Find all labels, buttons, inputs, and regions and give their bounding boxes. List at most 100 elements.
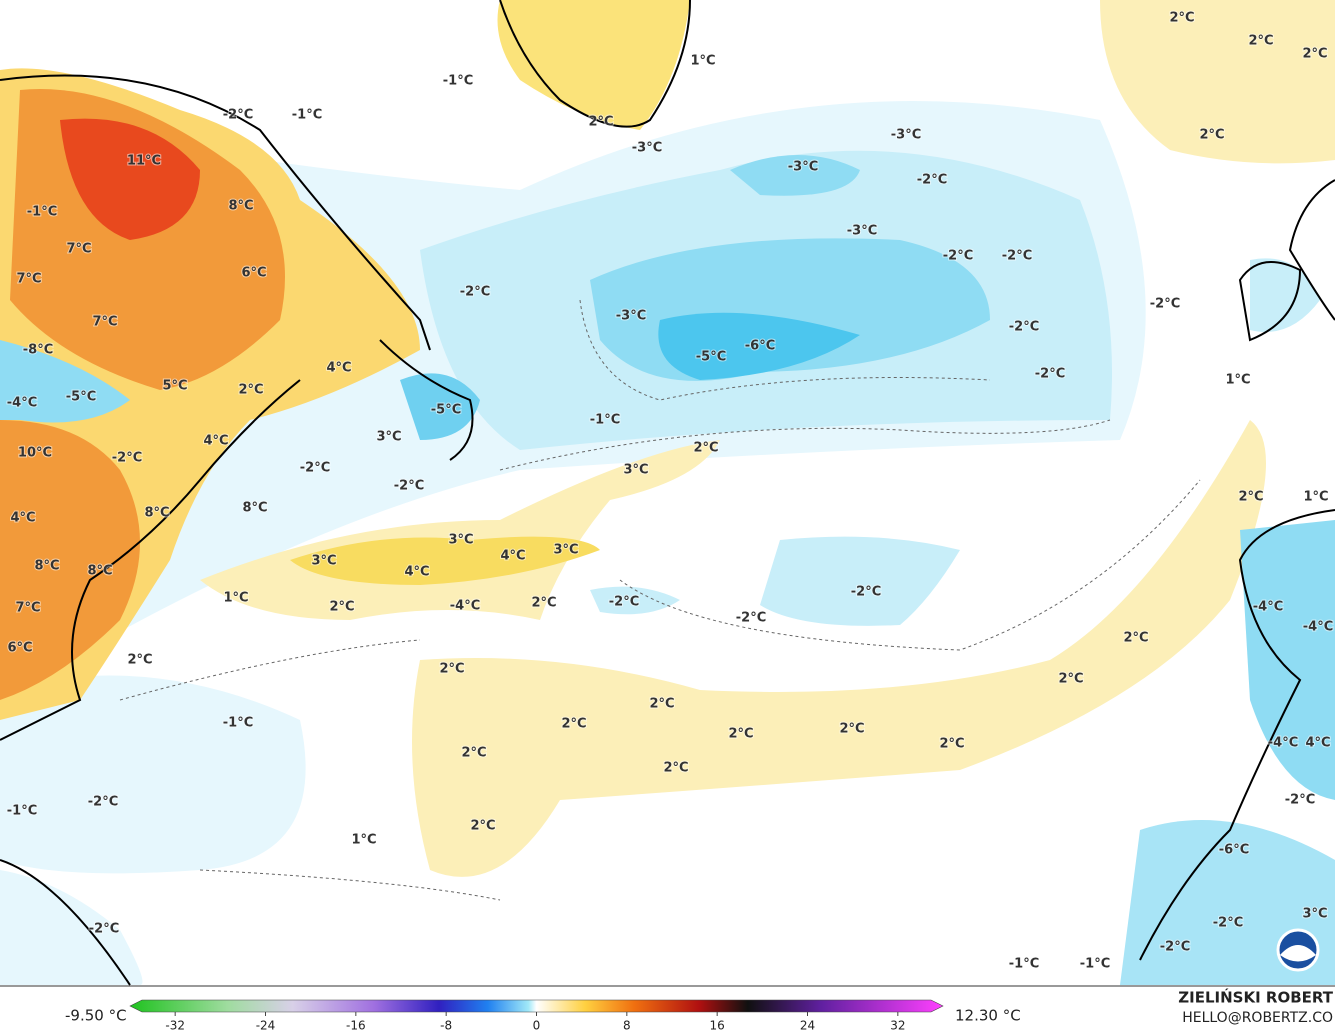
temperature-label: 2°C <box>1248 34 1273 49</box>
pale-region <box>0 870 143 985</box>
temperature-label: -1°C <box>223 716 253 731</box>
temperature-label: -2°C <box>394 479 424 494</box>
temperature-label: -1°C <box>27 205 57 220</box>
credit-contact: HELLO@ROBERTZ.CO <box>1182 1010 1333 1026</box>
temperature-label: 1°C <box>1303 490 1328 505</box>
warm-region <box>1100 0 1335 164</box>
temperature-label: 7°C <box>15 601 40 616</box>
temperature-label: 5°C <box>162 379 187 394</box>
temperature-label: -2°C <box>736 611 766 626</box>
temperature-label: 1°C <box>351 833 376 848</box>
temperature-label: -3°C <box>616 309 646 324</box>
temperature-label: 3°C <box>448 533 473 548</box>
temperature-label: -2°C <box>223 108 253 123</box>
temperature-label: 4°C <box>203 434 228 449</box>
temperature-label: 2°C <box>693 441 718 456</box>
temperature-label: 7°C <box>66 242 91 257</box>
temperature-label: -2°C <box>1213 916 1243 931</box>
temperature-label: 1°C <box>1225 373 1250 388</box>
colorbar-tick-label: 0 <box>533 1019 541 1033</box>
temperature-label: -5°C <box>66 390 96 405</box>
temperature-label: 8°C <box>228 199 253 214</box>
land-cold <box>1240 520 1335 800</box>
temperature-label: -2°C <box>1160 940 1190 955</box>
temperature-label: -1°C <box>1080 957 1110 972</box>
temperature-label: 8°C <box>144 506 169 521</box>
temperature-label: -2°C <box>1002 249 1032 264</box>
credit-name: ZIELIŃSKI ROBERT <box>1178 988 1333 1007</box>
colorbar-tick-label: 16 <box>710 1019 725 1033</box>
temperature-label: 2°C <box>531 596 556 611</box>
temperature-label: 4°C <box>404 565 429 580</box>
temperature-label: 1°C <box>690 54 715 69</box>
temperature-label: 3°C <box>311 554 336 569</box>
temperature-label: -8°C <box>23 343 53 358</box>
colorbar-min: -9.50 °C <box>65 1007 127 1025</box>
temperature-label: 8°C <box>34 559 59 574</box>
land-cold <box>1250 258 1320 332</box>
temperature-label: 2°C <box>1238 490 1263 505</box>
temperature-label: 7°C <box>16 272 41 287</box>
temperature-label: 3°C <box>1302 907 1327 922</box>
light-blue-region <box>590 536 960 626</box>
temperature-label: -2°C <box>88 795 118 810</box>
colorbar-tick-label: -8 <box>440 1019 452 1033</box>
temperature-label: 1°C <box>223 591 248 606</box>
temperature-label: -5°C <box>431 403 461 418</box>
temperature-label: 2°C <box>1169 11 1194 26</box>
temperature-label: -3°C <box>632 141 662 156</box>
land-hottest <box>60 118 200 240</box>
land-cold <box>400 373 480 440</box>
land-cold <box>0 340 130 423</box>
temperature-label: -3°C <box>891 128 921 143</box>
temperature-label: -1°C <box>292 108 322 123</box>
temperature-label: 10°C <box>18 446 52 461</box>
colorbar-max: 12.30 °C <box>955 1007 1021 1025</box>
temperature-label: 2°C <box>663 761 688 776</box>
temperature-label: -6°C <box>745 339 775 354</box>
colorbar-tick-label: 8 <box>623 1019 631 1033</box>
temperature-label: 4°C <box>326 361 351 376</box>
temperature-label: -1°C <box>1009 957 1039 972</box>
colorbar: -9.50 °C 12.30 °C -32 -24 -16 -8 0 8 16 24 32 <box>65 999 1021 1033</box>
colorbar-tick-label: -16 <box>346 1019 366 1033</box>
temperature-label: 2°C <box>127 653 152 668</box>
temperature-label: -6°C <box>1219 843 1249 858</box>
temperature-label: -4°C <box>1268 736 1298 751</box>
temperature-label: 11°C <box>127 154 161 169</box>
temperature-label: -2°C <box>1009 320 1039 335</box>
noaa-logo <box>1276 928 1320 972</box>
temperature-label: 6°C <box>241 266 266 281</box>
temperature-label: 2°C <box>728 727 753 742</box>
colorbar-tick-label: 32 <box>890 1019 905 1033</box>
temperature-label: -3°C <box>847 224 877 239</box>
temperature-label: 2°C <box>1302 47 1327 62</box>
temperature-label: 8°C <box>242 501 267 516</box>
map-labels: -1°C -2°C -1°C 11°C 8°C -1°C 7°C 6°C 7°C 7°C -2°C -… <box>6 10 1334 973</box>
temperature-label: 2°C <box>238 383 263 398</box>
temperature-label: -1°C <box>590 413 620 428</box>
temperature-label: -2°C <box>89 922 119 937</box>
temperature-label: 2°C <box>939 737 964 752</box>
coastlines <box>0 0 1335 986</box>
temperature-label: 4°C <box>500 549 525 564</box>
temperature-label: -2°C <box>300 461 330 476</box>
temperature-label: -2°C <box>1035 367 1065 382</box>
greenland <box>497 0 690 130</box>
colorbar-tick-label: -24 <box>256 1019 276 1033</box>
temperature-label: 2°C <box>329 600 354 615</box>
temperature-label: -2°C <box>851 585 881 600</box>
colorbar-tick-label: 24 <box>800 1019 815 1033</box>
temperature-label: 2°C <box>839 722 864 737</box>
temperature-label: -4°C <box>7 396 37 411</box>
temperature-label: 3°C <box>376 430 401 445</box>
temperature-label: 2°C <box>649 697 674 712</box>
temperature-label: 2°C <box>588 115 613 130</box>
colorbar-tick-label: -32 <box>165 1019 185 1033</box>
temperature-label: 3°C <box>553 543 578 558</box>
warm-core-region <box>290 536 600 585</box>
temperature-label: -1°C <box>443 74 473 89</box>
temperature-label: 2°C <box>1199 128 1224 143</box>
temperature-label: -1°C <box>7 804 37 819</box>
